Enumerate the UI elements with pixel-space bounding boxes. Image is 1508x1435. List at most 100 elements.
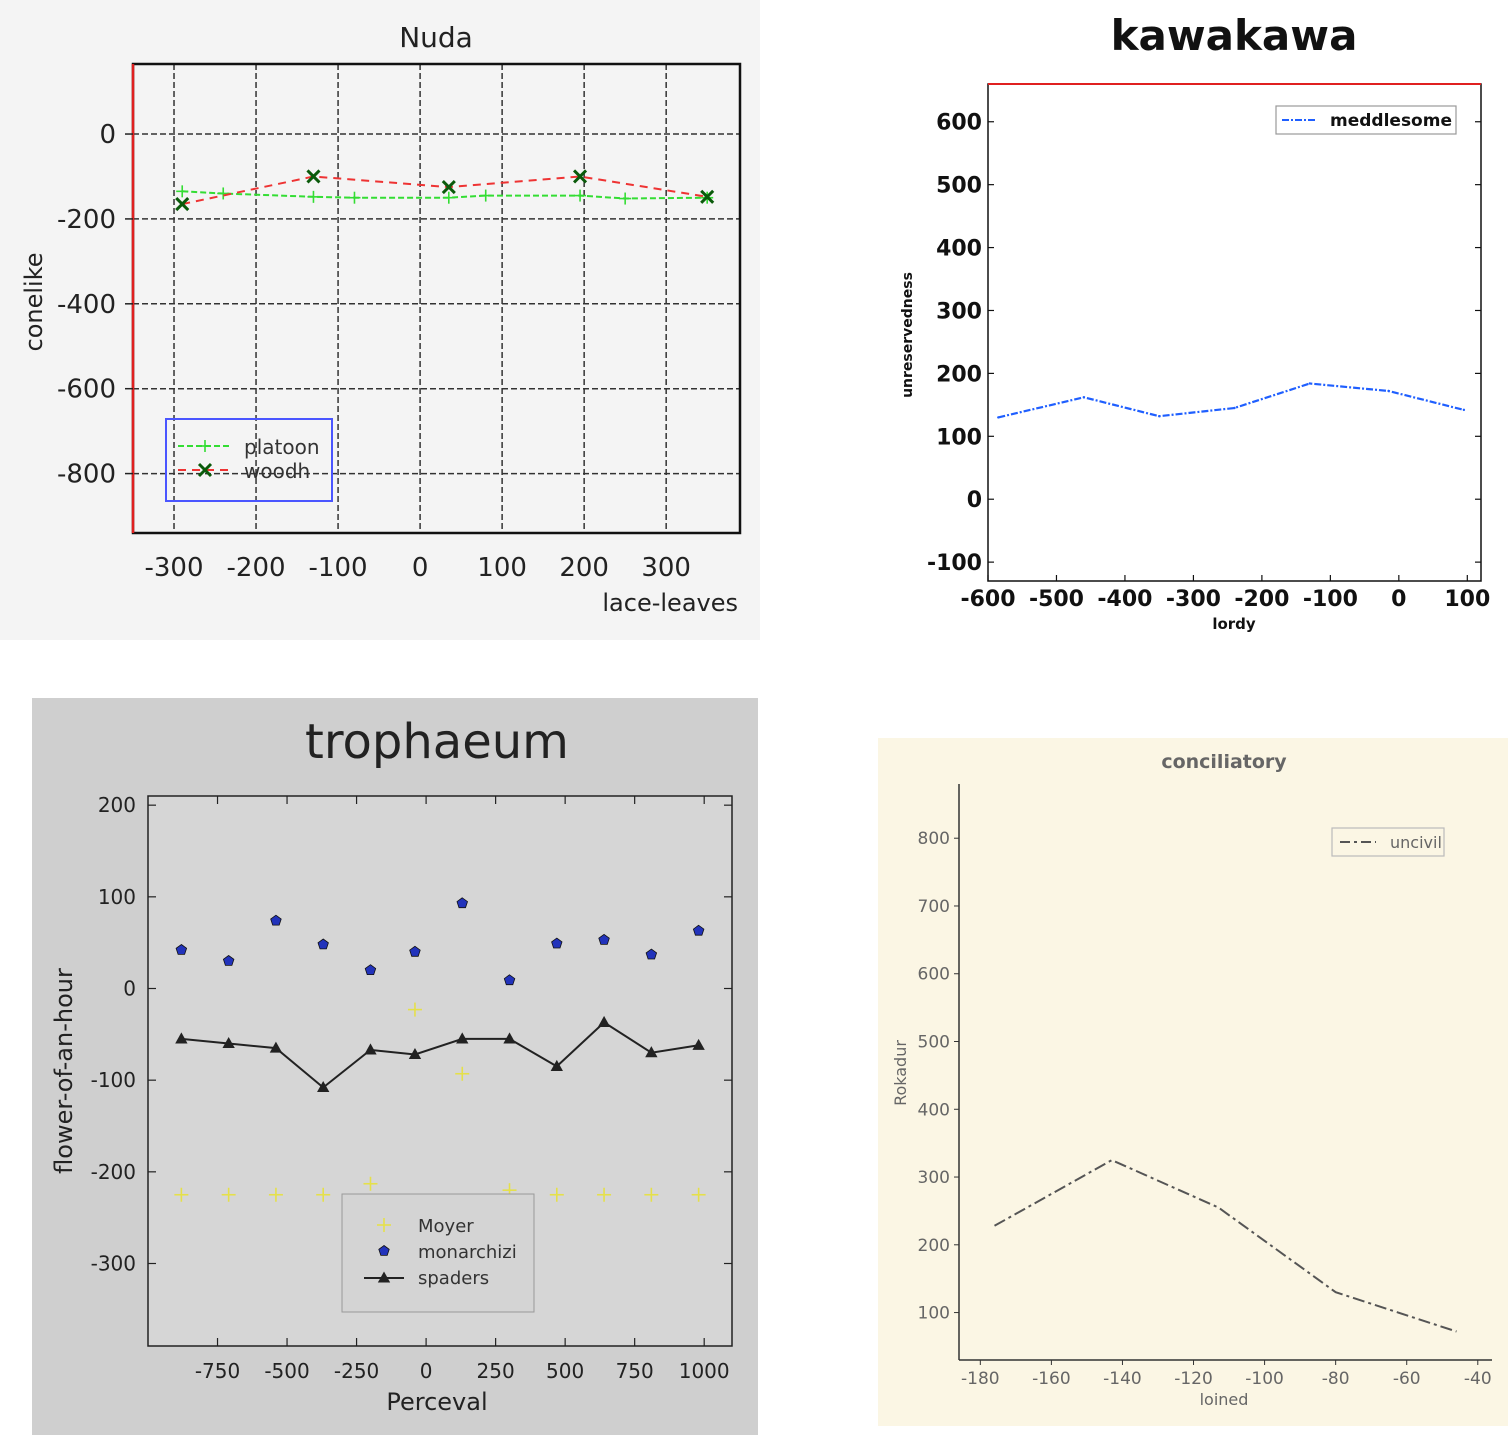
y-tick-label: -100 bbox=[91, 1068, 136, 1092]
point-spaders bbox=[550, 1059, 563, 1071]
x-tick-label: 200 bbox=[559, 553, 609, 583]
point-woodh bbox=[700, 189, 715, 204]
x-marker bbox=[306, 169, 321, 184]
y-axis-label: conelike bbox=[20, 253, 48, 352]
legend-label-moyer: Moyer bbox=[418, 1216, 474, 1237]
x-tick-label: -200 bbox=[227, 553, 286, 583]
chart-panel-kawakawa: -600 -500 -400 -300 -200 -100 0 100 -100 0 100 200 3… bbox=[880, 0, 1508, 650]
y-tick-label: 600 bbox=[936, 111, 982, 136]
y-tick-label: -600 bbox=[57, 375, 116, 405]
x-tick-label: -500 bbox=[1029, 587, 1084, 612]
point-monarchizi bbox=[598, 933, 610, 945]
x-tick-label: 500 bbox=[546, 1359, 584, 1383]
chart-panel-nuda: -300 -200 -100 0 100 200 300 0 -200 -400 -600 -800 … bbox=[0, 0, 760, 640]
point-spaders bbox=[645, 1046, 658, 1058]
x-tick-label: -250 bbox=[334, 1359, 379, 1383]
point-monarchizi bbox=[551, 937, 563, 949]
point-meddlesome bbox=[1082, 396, 1086, 399]
y-tick-label: 100 bbox=[98, 885, 136, 909]
point-moyer bbox=[174, 1187, 189, 1202]
x-tick-label: -160 bbox=[1032, 1369, 1071, 1389]
legend-box bbox=[341, 1193, 535, 1313]
point-monarchizi bbox=[317, 938, 329, 950]
legend-marker-monarchizi bbox=[378, 1245, 390, 1256]
x-tick-label: -80 bbox=[1322, 1369, 1350, 1389]
point-meddlesome bbox=[1233, 406, 1236, 410]
point-spaders bbox=[456, 1032, 469, 1044]
x-tick-label: -600 bbox=[960, 587, 1015, 612]
legend-box bbox=[165, 418, 333, 502]
point-moyer bbox=[221, 1187, 236, 1202]
legend-marker-woodh bbox=[197, 462, 213, 478]
y-axis-label: unreservedness bbox=[900, 272, 916, 398]
y-tick-label: 200 bbox=[936, 362, 982, 387]
y-tick-label: 0 bbox=[99, 120, 116, 150]
x-tick-label: -400 bbox=[1097, 587, 1152, 612]
x-tick-label: -300 bbox=[145, 553, 204, 583]
y-tick-label: 100 bbox=[936, 425, 982, 450]
legend-label-spaders: spaders bbox=[418, 1268, 489, 1289]
x-tick-label: 0 bbox=[1391, 587, 1406, 612]
chart-kawakawa: -600 -500 -400 -300 -200 -100 0 100 -100 0 100 200 3… bbox=[900, 11, 1490, 633]
chart-panel-trophaeum: -750 -500 -250 0 250 500 750 1000 200 100 0 -100 -20… bbox=[32, 698, 758, 1435]
y-tick-label: 200 bbox=[98, 793, 136, 817]
x-tick-label: -100 bbox=[309, 553, 368, 583]
x-tick-label: -100 bbox=[1303, 587, 1358, 612]
y-tick-label: -100 bbox=[927, 551, 982, 576]
x-axis-label: Perceval bbox=[386, 1388, 487, 1416]
x-marker bbox=[572, 169, 588, 184]
x-tick-label: -200 bbox=[1234, 587, 1289, 612]
x-tick-label: -500 bbox=[264, 1359, 309, 1383]
legend-label-platoon: platoon bbox=[244, 435, 320, 459]
point-woodh bbox=[306, 169, 321, 184]
point-monarchizi bbox=[270, 914, 282, 926]
x-axis-label: lordy bbox=[1212, 615, 1256, 633]
point-platoon bbox=[442, 191, 455, 204]
point-spaders bbox=[269, 1041, 283, 1053]
x-marker-stroke bbox=[700, 189, 715, 204]
point-spaders bbox=[408, 1048, 422, 1060]
x-marker-stroke bbox=[175, 197, 190, 212]
x-tick-label: 750 bbox=[616, 1359, 654, 1383]
chart-title: conciliatory bbox=[1161, 751, 1287, 773]
point-platoon bbox=[348, 191, 361, 204]
point-monarchizi bbox=[503, 974, 516, 986]
y-axis-label: flower-of-an-hour bbox=[50, 968, 78, 1174]
point-monarchizi bbox=[645, 948, 658, 960]
x-tick-label: -100 bbox=[1245, 1369, 1284, 1389]
chart-title: trophaeum bbox=[305, 714, 569, 770]
chart-conciliatory: -180 -160 -140 -120 -100 -80 -60 -40 100 200 300 40… bbox=[891, 751, 1492, 1409]
point-moyer bbox=[455, 1066, 470, 1081]
point-meddlesome bbox=[1308, 382, 1312, 385]
point-spaders bbox=[503, 1032, 516, 1044]
y-axis-label: Rokadur bbox=[891, 1040, 910, 1106]
point-woodh bbox=[441, 180, 456, 195]
x-marker bbox=[441, 180, 456, 195]
x-tick-label: 0 bbox=[420, 1359, 433, 1383]
y-tick-label: 500 bbox=[918, 1033, 950, 1053]
x-tick-label: -60 bbox=[1393, 1369, 1421, 1389]
y-tick-label: 0 bbox=[967, 488, 982, 513]
x-tick-label: 100 bbox=[477, 553, 527, 583]
point-meddlesome bbox=[997, 416, 1000, 419]
point-moyer bbox=[691, 1187, 706, 1202]
x-marker-stroke bbox=[572, 169, 588, 184]
y-tick-label: 0 bbox=[123, 977, 136, 1001]
x-tick-label: -40 bbox=[1464, 1369, 1492, 1389]
series-line-uncivil bbox=[994, 1158, 1457, 1333]
point-spaders bbox=[364, 1043, 377, 1055]
y-tick-label: 100 bbox=[918, 1304, 950, 1324]
y-tick-label: 500 bbox=[936, 174, 982, 199]
point-monarchizi bbox=[364, 964, 377, 976]
chart-title: Nuda bbox=[399, 21, 473, 54]
x-marker bbox=[175, 197, 190, 212]
point-woodh bbox=[572, 169, 588, 184]
point-meddlesome bbox=[1387, 389, 1390, 393]
y-tick-label: 600 bbox=[918, 965, 950, 985]
x-tick-label: -140 bbox=[1103, 1369, 1142, 1389]
point-platoon bbox=[217, 187, 230, 200]
legend-label-meddlesome: meddlesome bbox=[1330, 111, 1452, 131]
y-tick-label: 200 bbox=[918, 1236, 950, 1256]
x-tick-label: 1000 bbox=[679, 1359, 730, 1383]
legend-marker-moyer bbox=[377, 1218, 391, 1232]
